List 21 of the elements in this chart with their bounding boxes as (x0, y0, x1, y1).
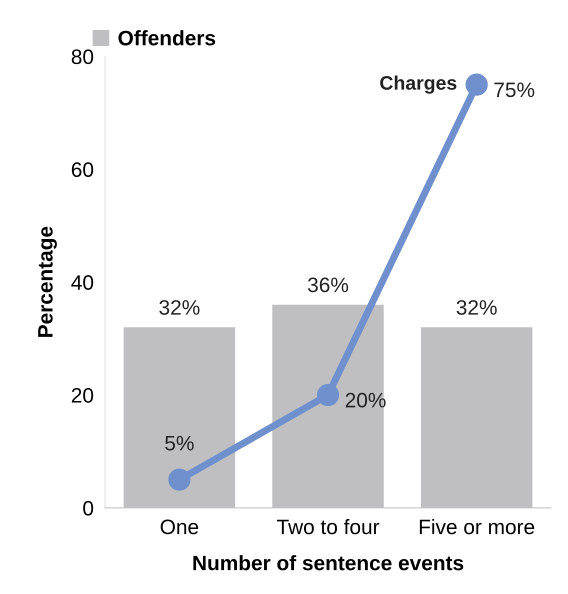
x-tick-label: Five or more (420, 518, 534, 534)
y-tick-label: 60 (72, 162, 94, 178)
y-axis-title: Percentage (38, 226, 57, 337)
series-label: Charges (380, 76, 456, 94)
point (168, 468, 191, 491)
data-label: 75% (494, 82, 534, 98)
x-tick-label: Two to four (276, 519, 380, 534)
data-label: 36% (308, 278, 348, 292)
point (466, 74, 488, 96)
y-tick-label: 80 (72, 49, 94, 64)
y-tick-label: 20 (72, 388, 94, 403)
data-label: 20% (346, 392, 386, 408)
data-label: 32% (159, 300, 200, 315)
x-axis-title: Number of sentence events (193, 555, 464, 570)
data-label: 32% (456, 300, 497, 315)
y-tick-label: 0 (83, 500, 94, 516)
y-tick-label: 40 (71, 275, 94, 290)
x-tick-label: One (160, 520, 198, 534)
point (316, 384, 340, 406)
data-label: 5% (165, 436, 194, 451)
legend-label: Offenders (118, 30, 216, 46)
